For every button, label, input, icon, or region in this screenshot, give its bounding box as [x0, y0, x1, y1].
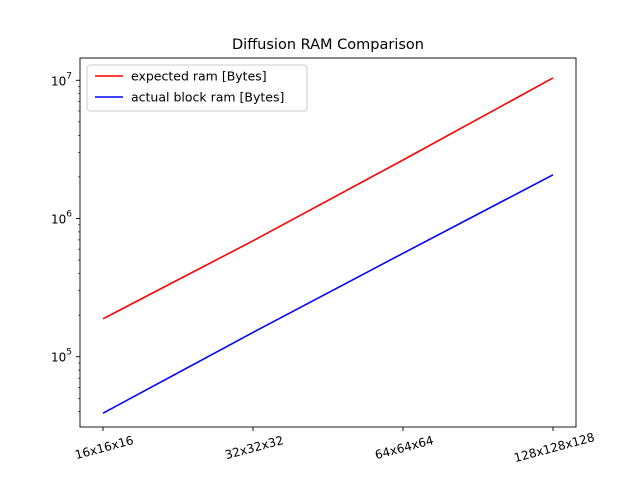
y-tick-label: 105 — [51, 348, 72, 365]
y-tick-exponent: 7 — [66, 71, 72, 81]
legend-label: actual block ram [Bytes] — [131, 90, 284, 105]
y-tick-base: 10 — [51, 213, 66, 227]
chart-title: Diffusion RAM Comparison — [232, 37, 424, 53]
y-tick-base: 10 — [51, 74, 66, 88]
y-tick-exponent: 6 — [66, 210, 72, 220]
axes-border — [79, 57, 577, 428]
y-tick-label: 106 — [51, 210, 72, 227]
y-tick-label: 107 — [51, 71, 72, 88]
series-line-1 — [102, 174, 554, 414]
plot-background — [80, 58, 576, 427]
series-line-0 — [102, 77, 554, 320]
y-tick-exponent: 5 — [66, 348, 72, 358]
legend: expected ram [Bytes] actual block ram [By… — [86, 64, 308, 112]
legend-label: expected ram [Bytes] — [131, 69, 267, 84]
legend-box — [86, 64, 308, 112]
plot-area — [80, 58, 576, 427]
y-tick-base: 10 — [51, 351, 66, 365]
axes-frame — [79, 57, 577, 428]
series-layer — [102, 77, 554, 414]
